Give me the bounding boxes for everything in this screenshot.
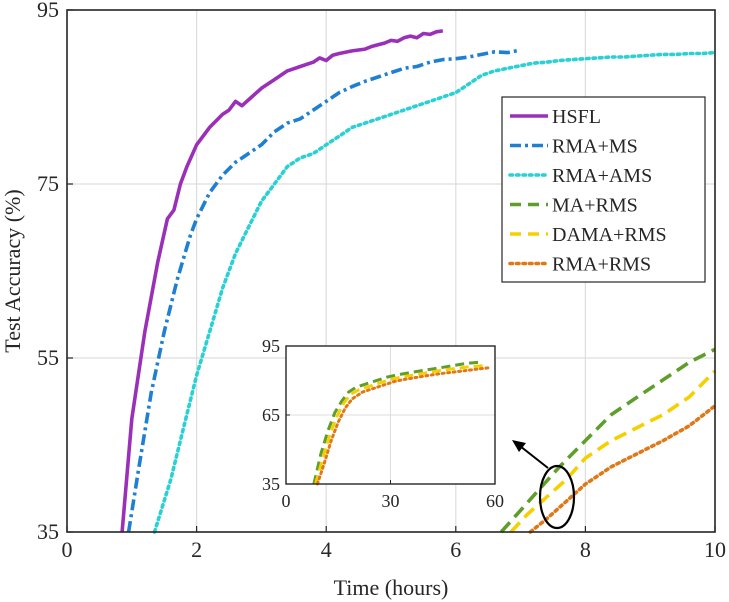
y-tick-label: 35	[37, 519, 59, 544]
y-axis-label: Test Accuracy (%)	[0, 189, 25, 352]
inset-x-tick-label: 0	[282, 491, 291, 511]
legend: HSFL RMA+MS RMA+AMS MA+RMS DAMA+RMS RMA+RMS	[501, 96, 706, 283]
axis-ticks: 0 2 4 6 8 10 35 55 75 95	[37, 0, 726, 562]
series-line-ma-rms	[499, 347, 716, 534]
inset-x-tick-label: 60	[486, 491, 504, 511]
y-tick-label: 95	[37, 0, 59, 22]
inset-x-tick-label: 30	[382, 491, 400, 511]
inset-y-tick-label: 95	[262, 336, 280, 356]
x-tick-label: 6	[450, 537, 461, 562]
inset-axis-ticks: 0 30 60 35 65 95	[262, 336, 504, 511]
legend-label-rma-ms: RMA+MS	[552, 136, 638, 158]
legend-label-rma-ams: RMA+AMS	[552, 165, 652, 187]
legend-label-ma-rms: MA+RMS	[552, 195, 638, 217]
plot-frame	[66, 9, 716, 533]
inset-series-line-ma-rms	[312, 360, 482, 485]
x-tick-label: 4	[321, 537, 332, 562]
x-tick-label: 0	[62, 537, 73, 562]
main-series-group	[120, 29, 717, 534]
x-axis-label: Time (hours)	[334, 575, 449, 600]
legend-box	[501, 96, 706, 283]
x-tick-label: 8	[580, 537, 591, 562]
series-line-rma-ams	[152, 50, 717, 534]
legend-label-dama-rms: DAMA+RMS	[552, 224, 667, 246]
y-tick-label: 55	[37, 345, 59, 370]
zoom-arrow-head	[512, 440, 526, 452]
inset-series-group	[312, 360, 490, 486]
legend-label-hsfl: HSFL	[552, 106, 601, 128]
inset-series-line-dama-rms	[314, 364, 485, 485]
inset-series-line-rma-rms	[315, 366, 490, 486]
inset-y-tick-label: 35	[262, 474, 280, 494]
series-line-hsfl	[120, 29, 444, 533]
series-line-rma-ms	[126, 48, 521, 533]
series-line-dama-rms	[509, 369, 717, 534]
x-tick-label: 2	[191, 537, 202, 562]
legend-label-rma-rms: RMA+RMS	[552, 254, 651, 276]
series-line-rma-rms	[528, 404, 717, 534]
y-tick-label: 75	[37, 171, 59, 196]
zoom-arrow-line	[519, 445, 549, 469]
inset-y-tick-label: 65	[262, 405, 280, 425]
inset-chart: 0 30 60 35 65 95	[262, 336, 504, 511]
zoom-highlight-ellipse	[538, 464, 576, 530]
x-tick-label: 10	[704, 537, 726, 562]
